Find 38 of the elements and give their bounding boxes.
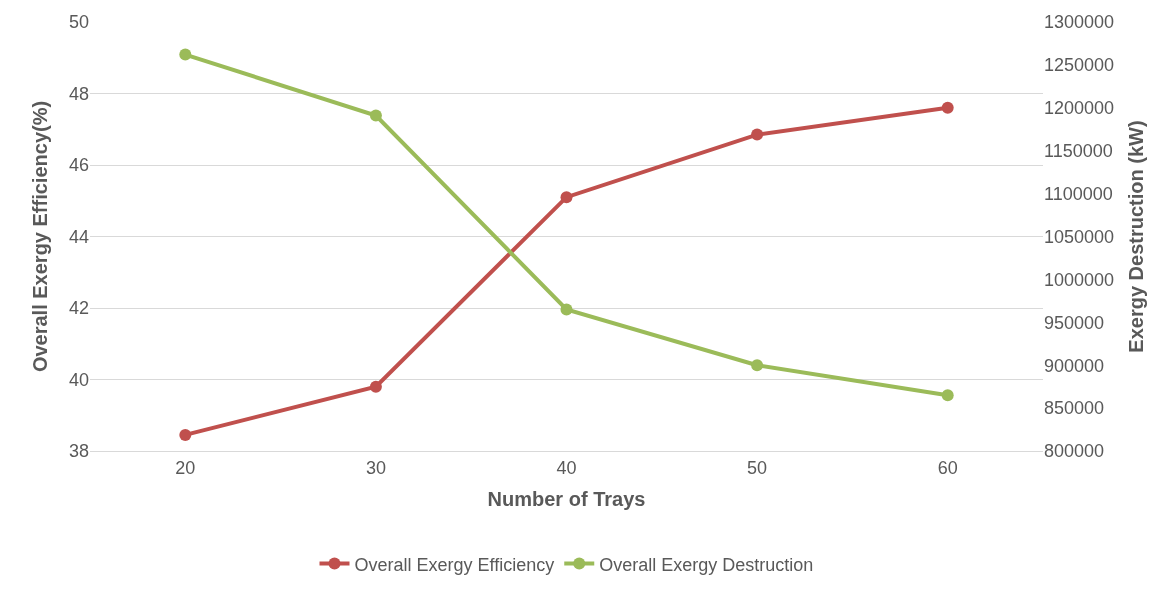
point [179, 48, 192, 61]
y-tick-label: 40 [68, 369, 89, 390]
y2-tick-label: 850000 [1044, 398, 1105, 419]
y2-tick-label: 1300000 [1044, 12, 1115, 33]
y2-axis-title: Exergy Destruction (kW) [1124, 120, 1147, 353]
y-tick-label: 42 [68, 298, 89, 319]
y-tick-label: 46 [68, 155, 89, 176]
y-tick-label: 48 [68, 83, 89, 104]
y-tick-label: 50 [68, 12, 89, 33]
y2-tick-label: 1150000 [1044, 141, 1113, 161]
x-tick-label: 30 [365, 457, 386, 478]
x-tick-label: 20 [175, 457, 196, 478]
legend-label: Overall Exergy Destruction [599, 554, 814, 575]
x-tick-label: 50 [747, 457, 768, 478]
point [560, 191, 573, 204]
point [369, 109, 382, 122]
y2-tick-label: 950000 [1044, 312, 1105, 333]
y2-tick-label: 1000000 [1044, 269, 1115, 290]
y2-tick-label: 1100000 [1044, 183, 1113, 204]
y2-tick-label: 900000 [1044, 355, 1105, 376]
y2-tick-label: 800000 [1044, 441, 1105, 462]
x-tick-label: 60 [937, 457, 958, 478]
point [751, 359, 764, 372]
y2-tick-label: 1050000 [1044, 226, 1115, 247]
point [560, 303, 573, 316]
point [751, 128, 764, 141]
point [941, 389, 954, 402]
y-tick-label: 44 [68, 226, 89, 247]
point [369, 380, 382, 393]
y-axis-title: Overall Exergy Efficiency(%) [29, 100, 52, 373]
y-tick-label: 38 [68, 441, 89, 462]
point [941, 101, 954, 114]
x-tick-label: 40 [556, 457, 577, 478]
x-axis-title: Number of Trays [487, 488, 646, 511]
y2-tick-label: 1250000 [1044, 55, 1115, 76]
legend-label: Overall Exergy Efficiency [354, 554, 555, 575]
y2-tick-label: 1200000 [1044, 98, 1115, 119]
point [179, 428, 192, 441]
